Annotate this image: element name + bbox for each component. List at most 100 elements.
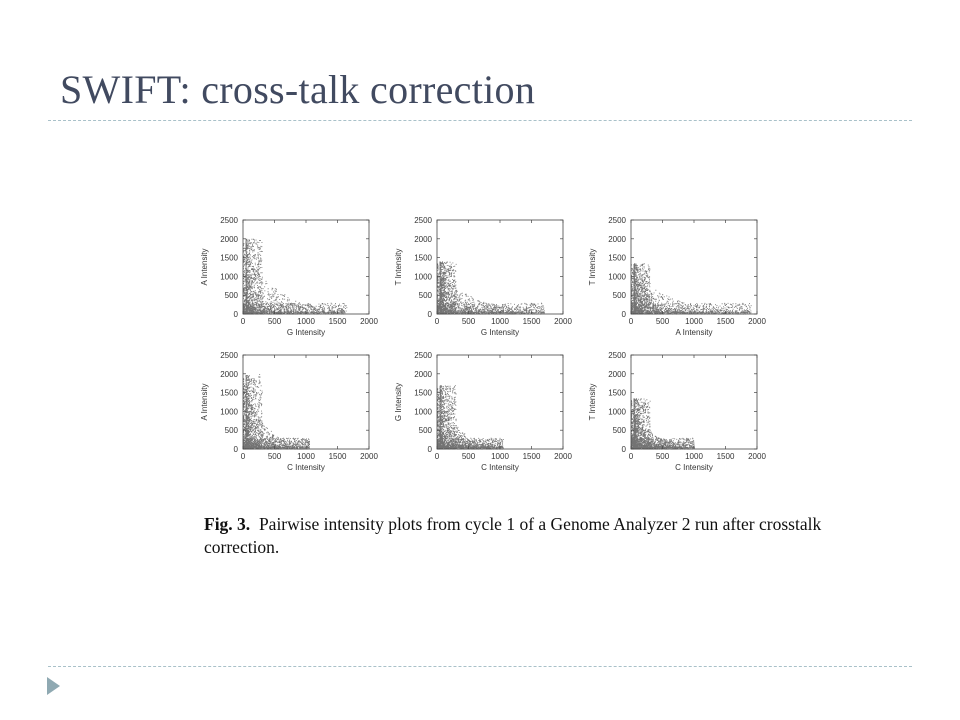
y-tick-label: 500	[225, 426, 239, 435]
y-tick-label: 500	[419, 426, 433, 435]
x-tick-label: 2000	[360, 452, 378, 461]
y-tick-label: 0	[428, 310, 433, 319]
scatter-points	[437, 261, 545, 315]
x-tick-label: 1500	[329, 317, 347, 326]
y-axis-label: T Intensity	[588, 249, 597, 286]
x-tick-label: 1500	[717, 452, 735, 461]
caption-text: Pairwise intensity plots from cycle 1 of…	[204, 514, 822, 557]
scatter-panel-5: 0 500 1000 1500 2000 0 500 1000 1500 2000 2500 C In…	[394, 351, 572, 472]
scatter-panel-3: 0 500 1000 1500 2000 0 500 1000 1500 2000 2500 A In…	[588, 216, 766, 337]
scatter-point-cloud	[243, 238, 348, 315]
y-tick-label: 1000	[414, 407, 432, 416]
x-tick-label: 500	[656, 452, 670, 461]
scatter-panel-6: 0 500 1000 1500 2000 0 500 1000 1500 2000 2500 C In…	[588, 351, 766, 472]
x-tick-label: 1000	[297, 317, 315, 326]
y-tick-label: 2500	[608, 216, 626, 225]
scatter-panel-4: 0 500 1000 1500 2000 0 500 1000 1500 2000 2500 C In…	[200, 351, 378, 472]
y-tick-label: 2500	[414, 216, 432, 225]
y-tick-label: 500	[419, 291, 433, 300]
y-axis-label: T Intensity	[394, 249, 403, 286]
y-tick-label: 2500	[220, 216, 238, 225]
x-tick-label: 0	[241, 317, 246, 326]
x-tick-label: 1000	[491, 317, 509, 326]
y-tick-label: 500	[613, 426, 627, 435]
y-tick-label: 2000	[608, 235, 626, 244]
footer-divider	[48, 666, 912, 667]
y-tick-label: 1500	[608, 389, 626, 398]
title-divider	[48, 120, 912, 121]
x-tick-label: 2000	[554, 452, 572, 461]
figure-caption: Fig. 3. Pairwise intensity plots from cy…	[204, 513, 824, 559]
y-axis-label: A Intensity	[200, 384, 209, 421]
x-tick-label: 500	[268, 317, 282, 326]
scatter-points	[437, 385, 504, 450]
y-tick-label: 1000	[608, 272, 626, 281]
scatter-points	[243, 238, 348, 315]
x-tick-label: 2000	[360, 317, 378, 326]
x-tick-label: 0	[435, 452, 440, 461]
x-tick-label: 500	[656, 317, 670, 326]
y-tick-label: 2500	[220, 351, 238, 360]
x-axis-label: C Intensity	[481, 463, 519, 472]
x-tick-label: 1000	[685, 452, 703, 461]
y-tick-label: 1000	[608, 407, 626, 416]
x-tick-label: 1500	[717, 317, 735, 326]
x-tick-label: 1500	[329, 452, 347, 461]
y-tick-label: 1500	[220, 254, 238, 263]
x-tick-label: 0	[629, 452, 634, 461]
x-tick-label: 0	[629, 317, 634, 326]
scatter-points	[631, 263, 752, 315]
x-tick-label: 1500	[523, 317, 541, 326]
x-tick-label: 1000	[491, 452, 509, 461]
x-tick-label: 0	[435, 317, 440, 326]
y-tick-label: 1500	[414, 254, 432, 263]
y-tick-label: 500	[613, 291, 627, 300]
x-axis-label: C Intensity	[287, 463, 325, 472]
y-tick-label: 500	[225, 291, 239, 300]
plot-frame	[436, 219, 564, 315]
scatter-point-cloud	[631, 398, 695, 450]
y-tick-label: 1500	[220, 389, 238, 398]
y-axis-label: A Intensity	[200, 249, 209, 286]
y-tick-label: 2000	[220, 370, 238, 379]
y-tick-label: 2000	[414, 370, 432, 379]
scatter-panel-1: 0 500 1000 1500 2000 0 500 1000 1500 2000 2500 G In…	[200, 216, 378, 337]
x-tick-label: 500	[462, 317, 476, 326]
scatter-point-cloud	[437, 261, 545, 315]
scatter-point-cloud	[243, 374, 310, 450]
x-tick-label: 1500	[523, 452, 541, 461]
x-tick-label: 0	[241, 452, 246, 461]
y-tick-label: 2000	[414, 235, 432, 244]
y-tick-label: 1000	[220, 407, 238, 416]
x-tick-label: 500	[268, 452, 282, 461]
slide-title: SWIFT: cross-talk correction	[60, 67, 536, 112]
y-tick-label: 1500	[414, 389, 432, 398]
y-tick-label: 1000	[220, 272, 238, 281]
y-tick-label: 0	[622, 310, 627, 319]
x-tick-label: 500	[462, 452, 476, 461]
y-tick-label: 1000	[414, 272, 432, 281]
x-axis-label: G Intensity	[481, 328, 519, 337]
x-tick-label: 2000	[554, 317, 572, 326]
y-tick-label: 0	[234, 445, 239, 454]
y-axis-label: G Intensity	[394, 383, 403, 421]
triangle-right-icon[interactable]	[47, 677, 60, 695]
y-tick-label: 0	[622, 445, 627, 454]
plot-frame	[242, 219, 370, 315]
scatter-point-cloud	[631, 263, 752, 315]
x-axis-label: G Intensity	[287, 328, 325, 337]
x-axis-label: C Intensity	[675, 463, 713, 472]
x-tick-label: 2000	[748, 452, 766, 461]
y-tick-label: 2500	[414, 351, 432, 360]
x-tick-label: 2000	[748, 317, 766, 326]
scatter-points	[631, 398, 695, 450]
x-tick-label: 1000	[297, 452, 315, 461]
y-axis-label: T Intensity	[588, 384, 597, 421]
y-tick-label: 1500	[608, 254, 626, 263]
x-tick-label: 1000	[685, 317, 703, 326]
y-tick-label: 2000	[608, 370, 626, 379]
caption-lead: Fig. 3.	[204, 514, 251, 534]
scatter-panel-2: 0 500 1000 1500 2000 0 500 1000 1500 2000 2500 G In…	[394, 216, 572, 337]
x-axis-label: A Intensity	[676, 328, 713, 337]
